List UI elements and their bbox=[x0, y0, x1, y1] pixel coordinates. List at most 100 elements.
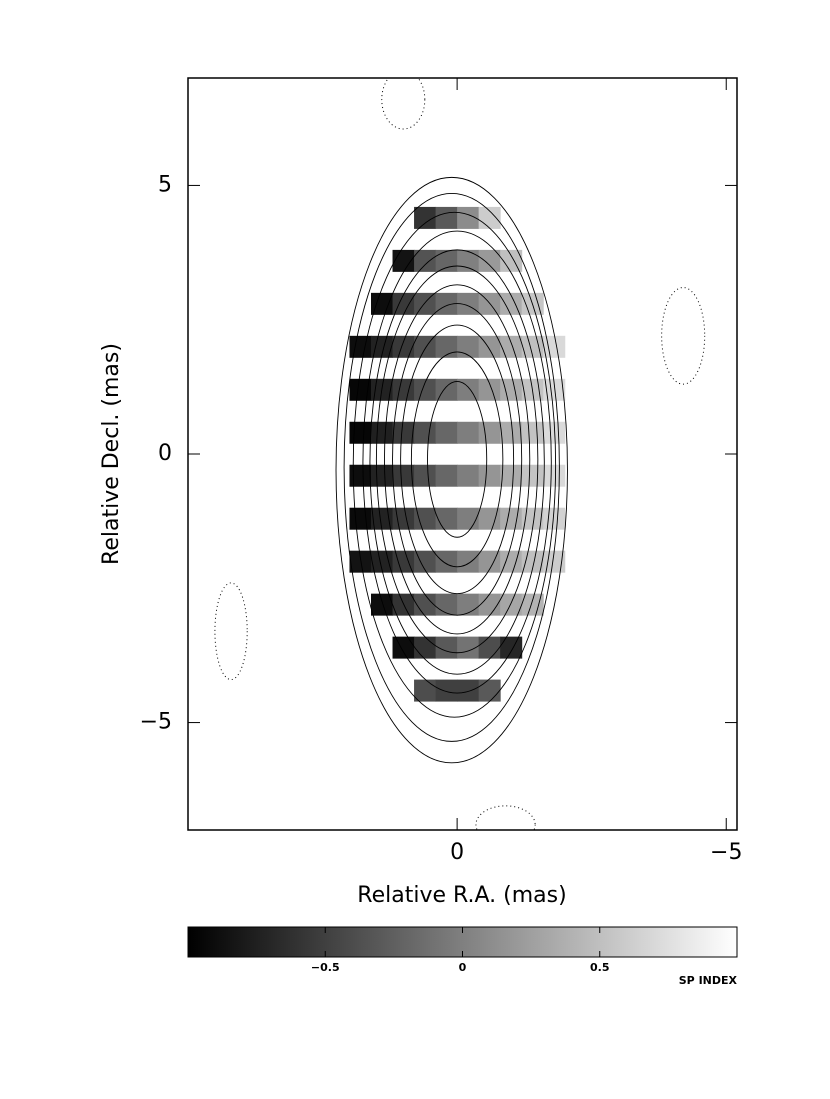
colorbar-tick-label: 0.5 bbox=[590, 961, 610, 974]
pixel bbox=[349, 378, 372, 401]
pixel bbox=[500, 292, 523, 315]
pixel bbox=[414, 335, 437, 358]
pixel bbox=[371, 464, 394, 487]
pixel bbox=[457, 593, 480, 616]
pixel bbox=[435, 636, 458, 659]
contour bbox=[410, 351, 504, 568]
pixel bbox=[478, 507, 501, 530]
negative-contour bbox=[381, 78, 426, 130]
pixel bbox=[414, 593, 437, 616]
negative-contour bbox=[475, 805, 536, 830]
pixel bbox=[457, 679, 480, 702]
pixel bbox=[414, 249, 437, 272]
pixel bbox=[457, 464, 480, 487]
pixel bbox=[392, 421, 415, 444]
pixel bbox=[371, 507, 394, 530]
pixel bbox=[392, 464, 415, 487]
contour bbox=[392, 303, 523, 616]
pixel bbox=[500, 550, 523, 573]
y-tick-label: 5 bbox=[158, 172, 172, 197]
pixel bbox=[478, 378, 501, 401]
pixel bbox=[457, 249, 480, 272]
pixel bbox=[349, 421, 372, 444]
pixel bbox=[457, 636, 480, 659]
pixel bbox=[414, 507, 437, 530]
contour bbox=[369, 249, 545, 675]
x-tick-label: −5 bbox=[710, 840, 742, 865]
pixel bbox=[478, 550, 501, 573]
pixel bbox=[478, 593, 501, 616]
pixel bbox=[349, 335, 372, 358]
pixel bbox=[414, 206, 437, 229]
pixel bbox=[500, 335, 523, 358]
pixel bbox=[435, 464, 458, 487]
pixel bbox=[478, 679, 501, 702]
pixel bbox=[457, 292, 480, 315]
pixel bbox=[349, 550, 372, 573]
pixel bbox=[457, 550, 480, 573]
pixel bbox=[435, 206, 458, 229]
pixel bbox=[457, 206, 480, 229]
pixel bbox=[371, 421, 394, 444]
frame bbox=[187, 77, 738, 831]
pixel bbox=[543, 335, 566, 358]
y-axis-label: Relative Decl. (mas) bbox=[99, 343, 124, 565]
colorbar-tick-label: 0 bbox=[459, 961, 467, 974]
pixel bbox=[414, 464, 437, 487]
pixel bbox=[500, 378, 523, 401]
contour bbox=[352, 211, 557, 718]
y-tick-label: −5 bbox=[140, 710, 172, 735]
pixel bbox=[414, 550, 437, 573]
pixel bbox=[478, 636, 501, 659]
pixel bbox=[543, 378, 566, 401]
pixel bbox=[392, 550, 415, 573]
contour bbox=[362, 230, 552, 694]
contour bbox=[384, 284, 531, 635]
pixel bbox=[435, 550, 458, 573]
negative-contour bbox=[214, 582, 248, 681]
pixel bbox=[521, 421, 544, 444]
pixel bbox=[414, 679, 437, 702]
pixel bbox=[435, 292, 458, 315]
pixel bbox=[457, 421, 480, 444]
pixel bbox=[349, 464, 372, 487]
pixel bbox=[435, 421, 458, 444]
x-tick-label: 0 bbox=[450, 840, 464, 865]
contour bbox=[335, 176, 568, 764]
colorbar-label: SP INDEX bbox=[679, 974, 738, 987]
pixel bbox=[500, 464, 523, 487]
pixel bbox=[521, 335, 544, 358]
pixel bbox=[500, 593, 523, 616]
pixel bbox=[414, 421, 437, 444]
pixel bbox=[457, 335, 480, 358]
y-tick-label: 0 bbox=[158, 441, 172, 466]
pixel bbox=[521, 593, 544, 616]
pixel bbox=[521, 507, 544, 530]
colorbar-tick-label: −0.5 bbox=[311, 961, 340, 974]
pixel bbox=[435, 378, 458, 401]
pixel bbox=[371, 292, 394, 315]
contour bbox=[400, 324, 515, 595]
pixel bbox=[414, 636, 437, 659]
contour bbox=[427, 381, 488, 538]
contour bbox=[375, 265, 539, 654]
pixel bbox=[371, 593, 394, 616]
pixel bbox=[478, 249, 501, 272]
pixel bbox=[414, 378, 437, 401]
pixel bbox=[543, 421, 566, 444]
pixel bbox=[435, 679, 458, 702]
pixel bbox=[478, 421, 501, 444]
pixel bbox=[500, 636, 523, 659]
pixel bbox=[500, 507, 523, 530]
pixel bbox=[478, 464, 501, 487]
pixel bbox=[349, 507, 372, 530]
pixel bbox=[478, 206, 501, 229]
pixel bbox=[435, 507, 458, 530]
negative-contour bbox=[661, 286, 706, 385]
x-axis-label: Relative R.A. (mas) bbox=[357, 883, 566, 908]
pixel bbox=[500, 421, 523, 444]
contour bbox=[343, 193, 560, 742]
pixel bbox=[543, 464, 566, 487]
pixel bbox=[435, 593, 458, 616]
